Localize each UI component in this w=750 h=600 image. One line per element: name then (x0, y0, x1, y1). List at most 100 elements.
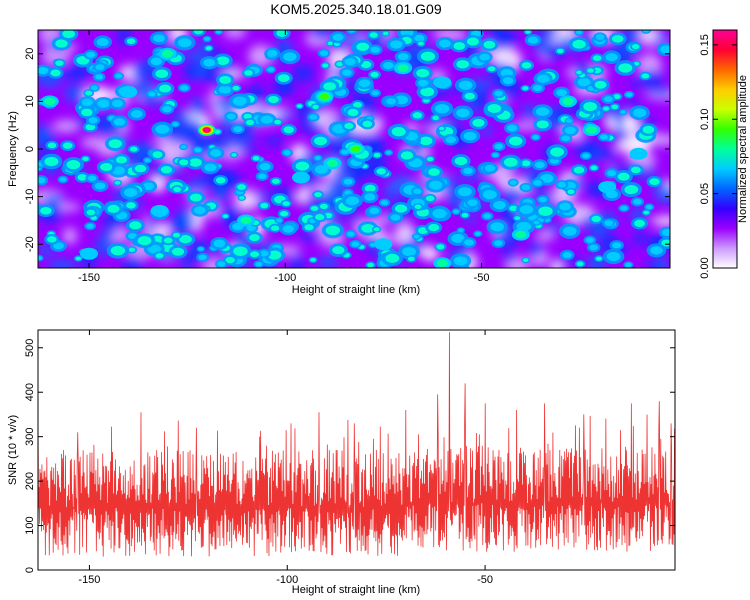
heatmap-cell (646, 243, 667, 258)
heatmap-cell (341, 120, 357, 132)
heatmap-hotspot (598, 181, 617, 194)
heatmap-cell (272, 118, 283, 126)
heatmap-cell (570, 164, 588, 176)
heatmap-cell (481, 211, 494, 221)
heatmap-cell (533, 71, 553, 86)
heatmap-cell (530, 133, 541, 141)
colorbar-tick-label: 0.00 (699, 257, 711, 278)
heatmap-hotspot (433, 257, 452, 268)
heatmap-cell (342, 193, 363, 209)
heatmap-cell (210, 236, 229, 250)
heatmap-cell (159, 103, 175, 115)
snr-panel: -150 -100 -50 0 100 200 300 400 500 Height of s… (7, 329, 676, 596)
heatmap-cell (191, 30, 206, 37)
heatmap-cell (435, 36, 455, 51)
y-tick-label: 200 (24, 472, 36, 490)
heatmap-cell (491, 238, 506, 249)
heatmap-cell (386, 37, 406, 52)
heatmap-cell (623, 261, 634, 268)
heatmap-hotspot (158, 47, 177, 60)
heatmap-cell (241, 68, 256, 78)
y-tick-label: 400 (24, 383, 36, 401)
heatmap-cell (384, 149, 394, 156)
heatmap-cell (168, 245, 188, 259)
heatmap-cell (269, 176, 282, 186)
y-tick-label: 0 (24, 567, 36, 573)
heatmap-cell (310, 103, 321, 111)
snr-y-axis-label: SNR (10 * v/v) (7, 415, 19, 485)
heatmap-cell (558, 223, 581, 239)
heatmap-cell (387, 123, 410, 140)
spectrogram-x-ticks: -150 -100 -50 (78, 30, 490, 284)
heatmap-cell (391, 201, 411, 216)
heatmap-cell (44, 233, 60, 245)
heatmap-cell (214, 30, 223, 35)
heatmap-cell (123, 200, 139, 211)
heatmap-cell (319, 79, 340, 94)
heatmap-cell (428, 205, 451, 222)
heatmap-cell (640, 30, 652, 34)
heatmap-cell (84, 221, 96, 231)
heatmap-cell (312, 190, 324, 199)
heatmap-cell (618, 204, 630, 213)
heatmap-cell (58, 30, 79, 41)
heatmap-cell (96, 160, 116, 174)
heatmap-cell (463, 34, 483, 49)
x-tick-label: -50 (474, 272, 490, 284)
heatmap-cell (83, 89, 95, 98)
heatmap-cell (92, 62, 107, 73)
heatmap-cell (62, 157, 85, 173)
y-tick-label: 10 (24, 95, 36, 107)
heatmap-cell (430, 100, 454, 117)
heatmap-cell (313, 154, 323, 162)
heatmap-hotspot (323, 157, 342, 170)
heatmap-cell (371, 151, 383, 159)
heatmap-cell (499, 74, 517, 87)
heatmap-cell (264, 47, 281, 60)
heatmap-cell (628, 164, 644, 176)
heatmap-cell (247, 249, 262, 260)
heatmap-cell (341, 55, 359, 68)
heatmap-cell (454, 184, 476, 200)
heatmap-cell (352, 39, 373, 54)
heatmap-cell (73, 255, 83, 262)
y-tick-label: 0 (24, 146, 36, 152)
x-tick-label: -100 (276, 574, 298, 586)
heatmap-cell (341, 176, 356, 187)
heatmap-cell (151, 66, 172, 81)
heatmap-cell (597, 132, 611, 142)
heatmap-cell (415, 77, 431, 89)
heatmap-cell (255, 171, 269, 181)
heatmap-cell (536, 195, 550, 205)
heatmap-cell (177, 83, 191, 93)
heatmap-cell (383, 95, 399, 107)
heatmap-cell (531, 159, 548, 171)
heatmap-cell (91, 180, 109, 193)
heatmap-cell (531, 219, 542, 226)
heatmap-cell (78, 106, 96, 119)
heatmap-cell (280, 199, 292, 208)
heatmap-cell (40, 153, 63, 170)
heatmap-cell (142, 157, 153, 164)
heatmap-cell (84, 207, 98, 218)
heatmap-cell (125, 218, 145, 233)
heatmap-cell (57, 175, 69, 184)
heatmap-cell (45, 140, 59, 151)
heatmap-hotspot (292, 171, 311, 184)
heatmap-cell (583, 235, 597, 245)
heatmap-cell (555, 179, 569, 190)
heatmap-cell (452, 57, 473, 72)
heatmap-cell (214, 259, 228, 268)
heatmap-cell (185, 155, 206, 170)
heatmap-cell (213, 174, 229, 186)
heatmap-cell (229, 243, 252, 260)
heatmap-cell (454, 77, 477, 93)
snr-series-line (38, 332, 675, 557)
snr-x-axis-label: Height of straight line (km) (292, 584, 420, 596)
heatmap-cell (246, 231, 263, 244)
x-tick-label: -100 (274, 272, 296, 284)
heatmap-cell (127, 107, 146, 121)
heatmap-cell (518, 59, 535, 71)
heatmap-cell (38, 254, 44, 262)
